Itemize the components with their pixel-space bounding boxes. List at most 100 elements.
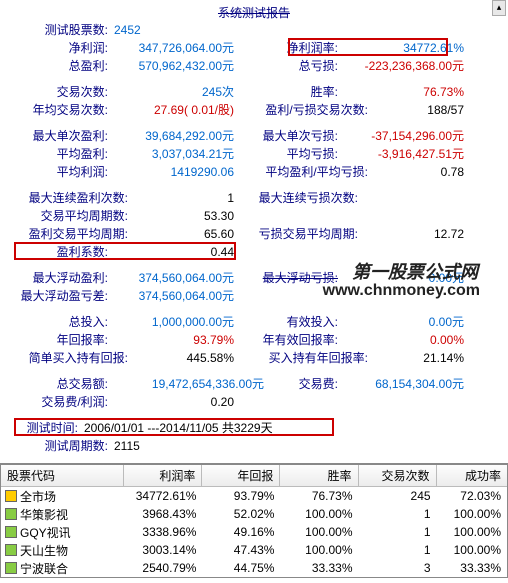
cell-win-rate: 100.00% — [280, 543, 358, 557]
value-loss-cycle: 12.72 — [358, 225, 468, 243]
table-row[interactable]: 天山生物3003.14%47.43%100.00%1100.00% — [1, 541, 507, 559]
th-success-rate[interactable]: 成功率 — [437, 465, 507, 486]
value-avg-loss: -3,916,427.51元 — [338, 145, 468, 163]
stock-name: 天山生物 — [20, 542, 68, 559]
watermark-text: 第一股票公式网 — [352, 258, 478, 284]
value-trade-count: 245次 — [108, 83, 238, 101]
value-trade-cycle: 53.30 — [128, 207, 238, 225]
cell-win-rate: 76.73% — [280, 489, 358, 503]
th-annual-return[interactable]: 年回报 — [202, 465, 280, 486]
label-loss-cycle: 亏损交易平均周期: — [238, 225, 358, 243]
label-total-profit: 总盈利: — [8, 57, 108, 75]
stock-icon — [5, 526, 17, 538]
cell-profit-rate: 34772.61% — [124, 489, 202, 503]
table-row[interactable]: 宁波联合2540.79%44.75%33.33%333.33% — [1, 559, 507, 577]
stats-panel: ▴ 系统测试报告 测试股票数: 2452 净利润: 347,726,064.00… — [0, 0, 508, 464]
cell-success-rate: 100.00% — [437, 507, 507, 521]
label-eff-annual: 年有效回报率: — [238, 331, 338, 349]
value-eff-annual: 0.00% — [338, 331, 468, 349]
stock-name: 全市场 — [20, 488, 56, 505]
cell-annual-return: 44.75% — [202, 561, 280, 575]
label-buy-hold-annual: 买入持有年回报率: — [238, 349, 368, 367]
label-avg-net: 平均利润: — [8, 163, 108, 181]
label-avg-loss: 平均亏损: — [238, 145, 338, 163]
label-annual-trade: 年均交易次数: — [8, 101, 108, 119]
value-win-rate: 76.73% — [338, 83, 468, 101]
value-max-cons-win: 1 — [128, 189, 238, 207]
stock-icon — [5, 562, 17, 574]
value-wl-count: 188/57 — [368, 101, 468, 119]
stock-icon — [5, 490, 17, 502]
value-avg-profit: 3,037,034.21元 — [108, 145, 238, 163]
th-stock-code[interactable]: 股票代码 — [1, 465, 124, 486]
stock-icon — [5, 544, 17, 556]
th-win-rate[interactable]: 胜率 — [280, 465, 358, 486]
th-trade-count[interactable]: 交易次数 — [359, 465, 437, 486]
value-fee-profit: 0.20 — [108, 393, 238, 411]
value-total-loss: -223,236,368.00元 — [338, 57, 468, 75]
label-trade-fee: 交易费: — [268, 375, 338, 393]
cell-annual-return: 49.16% — [202, 525, 280, 539]
label-eff-invest: 有效投入: — [238, 313, 338, 331]
cell-win-rate: 100.00% — [280, 525, 358, 539]
cell-annual-return: 93.79% — [202, 489, 280, 503]
label-max-float-diff: 最大浮动盈亏差: — [8, 287, 108, 305]
report-title: 系统测试报告 — [8, 4, 500, 21]
cell-trade-count: 245 — [359, 489, 437, 503]
scroll-up-button[interactable]: ▴ — [492, 0, 506, 16]
cell-profit-rate: 3338.96% — [124, 525, 202, 539]
label-max-cons-loss: 最大连续亏损次数: — [238, 189, 358, 207]
label-trade-cycle: 交易平均周期数: — [8, 207, 128, 225]
value-total-trade-amt: 19,472,654,336.00元 — [108, 375, 268, 393]
label-simple-hold: 简单买入持有回报: — [8, 349, 128, 367]
table-row[interactable]: 华策影视3968.43%52.02%100.00%1100.00% — [1, 505, 507, 523]
value-buy-hold-annual: 21.14% — [368, 349, 468, 367]
value-simple-hold: 445.58% — [128, 349, 238, 367]
cell-profit-rate: 3003.14% — [124, 543, 202, 557]
value-annual-trade: 27.69( 0.01/股) — [108, 101, 238, 119]
label-avg-profit: 平均盈利: — [8, 145, 108, 163]
value-max-float-diff: 374,560,064.00元 — [108, 287, 238, 305]
cell-win-rate: 33.33% — [280, 561, 358, 575]
label-total-invest: 总投入: — [8, 313, 108, 331]
value-trade-fee: 68,154,304.00元 — [338, 375, 468, 393]
label-avg-pl: 平均盈利/平均亏损: — [238, 163, 368, 181]
label-max-cons-win: 最大连续盈利次数: — [8, 189, 128, 207]
label-net-profit: 净利润: — [8, 39, 108, 57]
th-profit-rate[interactable]: 利润率 — [124, 465, 202, 486]
label-test-stocks: 测试股票数: — [8, 21, 108, 39]
label-fee-profit: 交易费/利润: — [8, 393, 108, 411]
value-total-invest: 1,000,000.00元 — [108, 313, 238, 331]
table-row[interactable]: 全市场 34772.61%93.79%76.73%24572.03% — [1, 487, 507, 505]
cell-win-rate: 100.00% — [280, 507, 358, 521]
value-avg-net: 1419290.06 — [108, 163, 238, 181]
table-body: 全市场34772.61%93.79%76.73%24572.03%华策影视396… — [1, 487, 507, 577]
value-max-single-loss: -37,154,296.00元 — [338, 127, 468, 145]
table-header: 股票代码 利润率 年回报 胜率 交易次数 成功率 — [1, 465, 507, 487]
cell-trade-count: 1 — [359, 543, 437, 557]
value-annual-return: 93.79% — [108, 331, 238, 349]
value-test-cycle: 2115 — [108, 437, 238, 455]
table-row[interactable]: GQY视讯3338.96%49.16%100.00%1100.00% — [1, 523, 507, 541]
label-max-single-profit: 最大单次盈利: — [8, 127, 108, 145]
cell-annual-return: 52.02% — [202, 507, 280, 521]
value-profit-cycle: 65.60 — [128, 225, 238, 243]
label-max-single-loss: 最大单次亏损: — [238, 127, 338, 145]
label-wl-count: 盈利/亏损交易次数: — [238, 101, 368, 119]
label-max-float-profit: 最大浮动盈利: — [8, 269, 108, 287]
value-avg-pl: 0.78 — [368, 163, 468, 181]
label-annual-return: 年回报率: — [8, 331, 108, 349]
value-max-float-profit: 374,560,064.00元 — [108, 269, 238, 287]
value-net-profit: 347,726,064.00元 — [108, 39, 238, 57]
stock-name: 华策影视 — [20, 506, 68, 523]
label-total-trade-amt: 总交易额: — [8, 375, 108, 393]
value-test-stocks: 2452 — [108, 21, 238, 39]
cell-trade-count: 3 — [359, 561, 437, 575]
cell-trade-count: 1 — [359, 507, 437, 521]
cell-success-rate: 72.03% — [437, 489, 507, 503]
label-test-cycle: 测试周期数: — [8, 437, 108, 455]
results-table: 股票代码 利润率 年回报 胜率 交易次数 成功率 全市场 34772.61%93.… — [0, 464, 508, 578]
cell-success-rate: 100.00% — [437, 543, 507, 557]
value-eff-invest: 0.00元 — [338, 313, 468, 331]
cell-profit-rate: 2540.79% — [124, 561, 202, 575]
